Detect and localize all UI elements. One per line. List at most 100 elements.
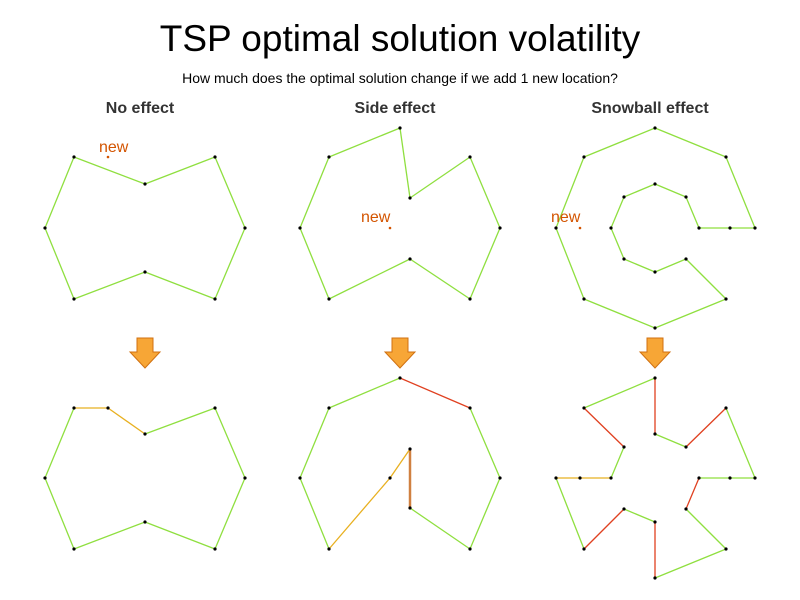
location-point (578, 476, 582, 480)
tour-edge (44, 156, 75, 229)
location-point (43, 476, 47, 480)
location-point (43, 226, 47, 230)
location-point (213, 547, 217, 551)
tour-edge (144, 271, 216, 300)
location-point (72, 547, 76, 551)
tour-edge-unchanged (214, 477, 246, 550)
tour-edge-changed (685, 477, 700, 510)
tour-edge (73, 271, 146, 300)
tour-edge (555, 227, 585, 300)
location-point (724, 297, 728, 301)
tour-edge-unchanged (214, 407, 246, 479)
location-point (143, 270, 147, 274)
location-point (398, 376, 402, 380)
tour-edge-unchanged (328, 377, 401, 409)
tour-edge (685, 258, 727, 300)
new-location-point (578, 226, 582, 230)
tour-edge (610, 196, 625, 229)
tour-edge (73, 156, 146, 185)
tour-edge-changed (583, 508, 625, 550)
location-point (653, 270, 657, 274)
new-location-label: new (99, 139, 129, 156)
tour-edge (725, 156, 756, 229)
location-point (554, 476, 558, 480)
location-point (582, 406, 586, 410)
location-point (298, 476, 302, 480)
tour-edge (654, 258, 687, 273)
location-point (653, 182, 657, 186)
tour-edge-unchanged (685, 508, 727, 550)
tour-edge (623, 258, 656, 273)
tour-edge-unchanged (469, 477, 501, 550)
tour-edge-new_edge (107, 407, 146, 435)
location-point (468, 406, 472, 410)
tour-edge (44, 227, 75, 300)
tour-edge (654, 183, 687, 198)
tour-edge-unchanged (725, 407, 756, 479)
tour-edge-unchanged (654, 433, 687, 448)
location-point (388, 476, 392, 480)
location-point (653, 576, 657, 580)
tour-edge-unchanged (583, 377, 656, 409)
tour-edge (685, 196, 700, 229)
tour-edge (555, 156, 585, 229)
location-point (753, 226, 757, 230)
location-point (609, 226, 613, 230)
tour-edge-unchanged (469, 407, 501, 479)
location-point (408, 447, 412, 451)
new-location-point (106, 155, 110, 159)
location-point (684, 445, 688, 449)
location-point (554, 226, 558, 230)
new-location-point (388, 226, 392, 230)
tour-edge-unchanged (623, 508, 656, 523)
location-point (143, 520, 147, 524)
location-point (243, 476, 247, 480)
down-arrow-icon (128, 337, 162, 369)
tour-edge (299, 156, 330, 229)
diagram-title: TSP optimal solution volatility (159, 18, 641, 59)
location-point (728, 476, 732, 480)
tour-edge-unchanged (654, 548, 727, 579)
location-point (213, 406, 217, 410)
location-point (213, 297, 217, 301)
location-point (106, 406, 110, 410)
location-point (609, 476, 613, 480)
tour-edge-unchanged (144, 407, 216, 435)
new-location-label: new (551, 209, 581, 226)
location-point (327, 297, 331, 301)
location-point (468, 155, 472, 159)
location-point (684, 195, 688, 199)
location-point (408, 506, 412, 510)
location-point (684, 257, 688, 261)
location-point (468, 297, 472, 301)
tour-edge-unchanged (610, 446, 625, 479)
location-point (653, 326, 657, 330)
location-point (498, 476, 502, 480)
location-point (622, 507, 626, 511)
location-point (697, 476, 701, 480)
new-location-label: new (361, 209, 391, 226)
tour-edge (399, 127, 411, 199)
location-point (213, 155, 217, 159)
location-point (653, 376, 657, 380)
tour-edge (583, 298, 656, 329)
location-point (653, 432, 657, 436)
panel-label-snowball-effect: Snowball effect (591, 100, 709, 117)
tour-edge-changed (685, 407, 727, 448)
location-point (684, 507, 688, 511)
tour-edge-new_edge (328, 477, 391, 550)
location-point (327, 406, 331, 410)
tour-edge (469, 156, 501, 229)
location-point (72, 155, 76, 159)
location-point (622, 257, 626, 261)
panel-label-no-effect: No effect (105, 100, 175, 117)
location-point (724, 547, 728, 551)
location-point (398, 126, 402, 130)
location-point (143, 182, 147, 186)
location-point (622, 195, 626, 199)
tour-edge (328, 258, 411, 300)
tour-edge-unchanged (299, 407, 330, 479)
location-point (728, 226, 732, 230)
